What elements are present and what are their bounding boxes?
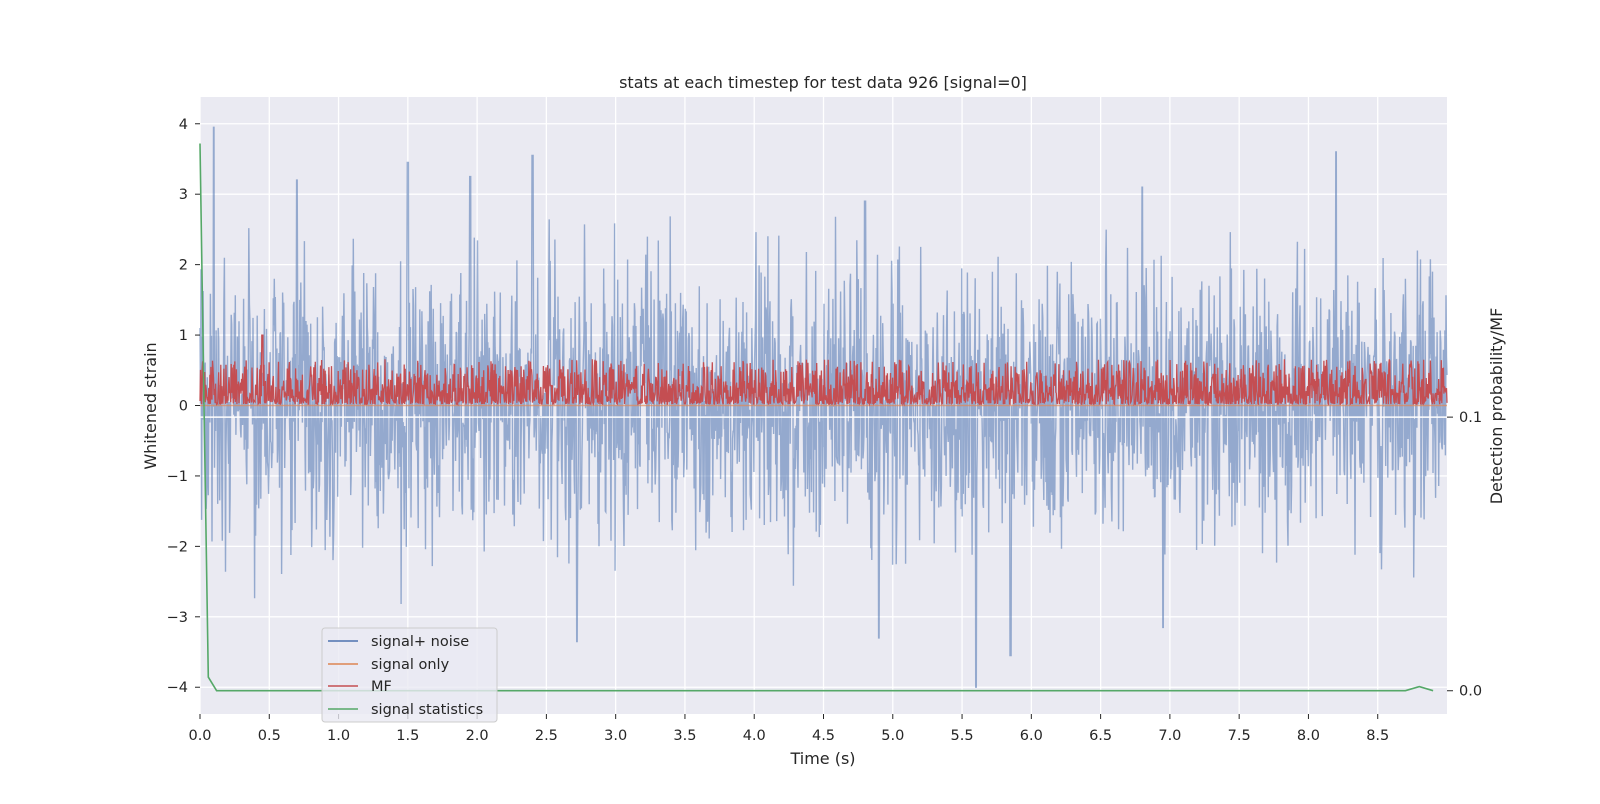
x-axis-label: Time (s)	[789, 749, 855, 768]
y-tick-label: 0	[179, 399, 188, 415]
legend-label-signal-only: signal only	[371, 657, 450, 673]
x-tick-label: 2.0	[466, 728, 489, 744]
x-tick-label: 0.0	[188, 728, 211, 744]
y-tick-label: 3	[179, 187, 188, 203]
y2-tick-label: 0.0	[1459, 684, 1482, 700]
x-tick-label: 6.5	[1089, 728, 1112, 744]
x-tick-label: 3.0	[604, 728, 627, 744]
y-tick-label: −3	[167, 610, 188, 626]
series-signal-statistics-line	[199, 143, 1434, 692]
x-tick-label: 5.5	[951, 728, 974, 744]
series-signal-noise-line	[199, 126, 1448, 688]
x-tick-label: 3.5	[673, 728, 696, 744]
y-tick-label: 1	[179, 328, 188, 344]
series-mf-line	[199, 334, 1448, 407]
y-tick-label: −1	[167, 469, 188, 485]
legend-label-signal-noise: signal+ noise	[371, 634, 469, 650]
x-tick-label: 8.5	[1366, 728, 1389, 744]
x-tick-label: 6.0	[1020, 728, 1043, 744]
x-tick-label: 0.5	[258, 728, 281, 744]
x-tick-label: 7.5	[1228, 728, 1251, 744]
x-axis-ticks: 0.0 0.5 1.0 1.5 2.0 2.5 3.0 3.5 4.0 4.5 5.0 5.5 6.0 6…	[188, 714, 1389, 744]
legend-box	[321, 627, 498, 723]
x-tick-label: 4.5	[812, 728, 835, 744]
legend-label-signal-statistics: signal statistics	[371, 702, 483, 718]
x-tick-label: 2.5	[535, 728, 558, 744]
x-tick-label: 1.0	[327, 728, 350, 744]
chart-title: stats at each timestep for test data 926…	[619, 73, 1027, 92]
y2-axis-ticks: 0.0 0.1	[1447, 410, 1482, 700]
x-tick-label: 8.0	[1297, 728, 1320, 744]
y-tick-label: −2	[167, 539, 188, 555]
series-layer	[199, 126, 1448, 692]
x-tick-label: 1.5	[396, 728, 419, 744]
x-tick-label: 5.0	[881, 728, 904, 744]
x-tick-label: 4.0	[743, 728, 766, 744]
y-tick-label: −4	[167, 680, 188, 696]
y-axis-ticks: −4 −3 −2 −1 0 1 2 3 4	[167, 117, 200, 696]
legend-label-mf: MF	[371, 679, 392, 695]
y-tick-label: 2	[179, 258, 188, 274]
legend: signal+ noise signal only MF signal stat…	[321, 627, 498, 723]
y2-axis-label: Detection probability/MF	[1487, 308, 1506, 505]
y2-tick-label: 0.1	[1459, 410, 1482, 426]
x-tick-label: 7.0	[1158, 728, 1181, 744]
y-axis-label: Whitened strain	[141, 342, 160, 469]
y-tick-label: 4	[179, 117, 188, 133]
